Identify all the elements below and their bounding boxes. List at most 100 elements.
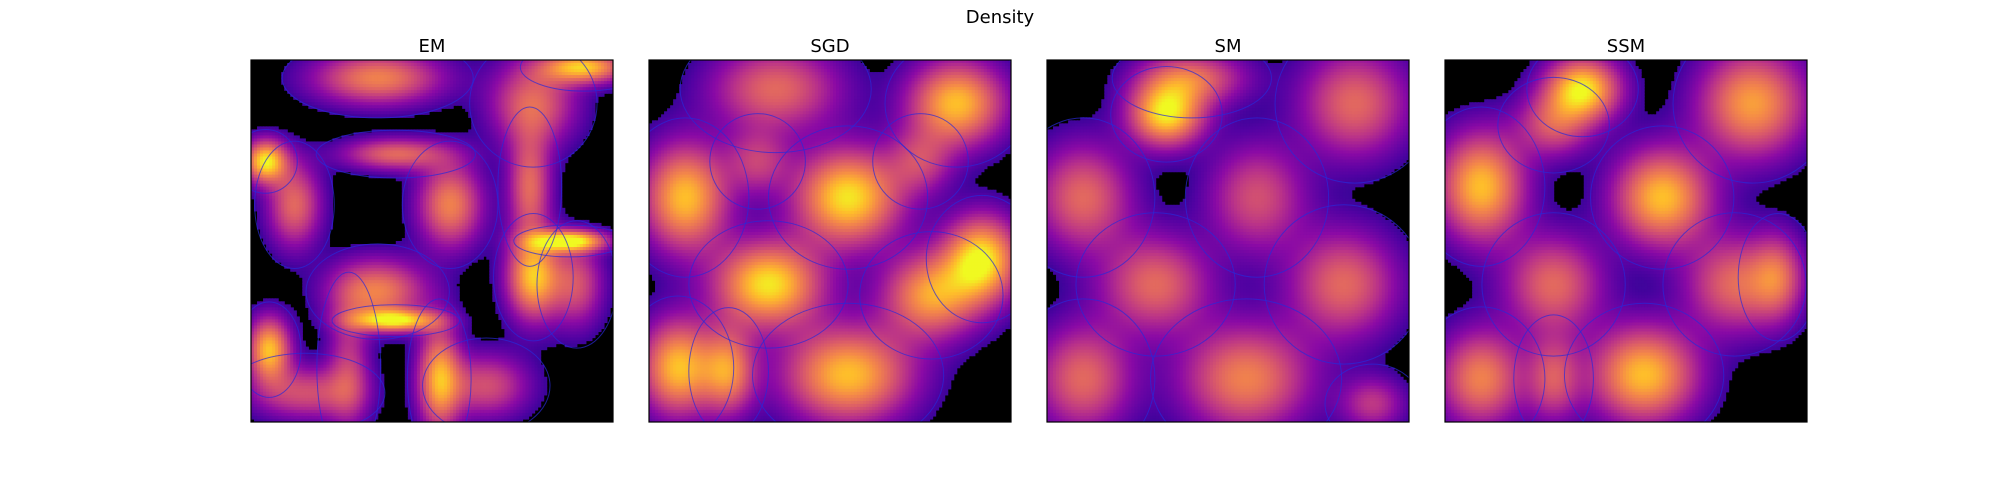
density-cell bbox=[555, 192, 560, 197]
density-cell bbox=[498, 192, 502, 197]
density-cell bbox=[278, 186, 282, 191]
density-cell bbox=[338, 102, 343, 106]
density-cell bbox=[498, 96, 502, 100]
density-cell bbox=[543, 66, 548, 70]
density-cell bbox=[432, 189, 436, 194]
density-cell bbox=[407, 153, 412, 158]
density-cell bbox=[447, 204, 451, 209]
density-cell bbox=[425, 168, 430, 173]
density-cell bbox=[492, 135, 496, 140]
density-cell bbox=[465, 69, 469, 73]
density-cell bbox=[413, 63, 418, 67]
density-cell bbox=[480, 171, 484, 176]
density-cell bbox=[534, 138, 539, 143]
density-cell bbox=[483, 213, 487, 218]
density-cell bbox=[344, 153, 349, 158]
density-cell bbox=[459, 99, 463, 103]
density-cell bbox=[359, 66, 364, 70]
density-cell bbox=[531, 162, 536, 167]
density-cell bbox=[365, 162, 370, 167]
density-cell bbox=[308, 201, 312, 206]
density-cell bbox=[498, 138, 502, 143]
density-cell bbox=[389, 141, 394, 146]
density-cell bbox=[486, 105, 490, 109]
density-cell bbox=[477, 117, 481, 121]
density-cell bbox=[540, 93, 545, 97]
density-cell bbox=[323, 198, 328, 203]
density-cell bbox=[540, 204, 545, 209]
density-cell bbox=[320, 219, 324, 224]
density-cell bbox=[534, 156, 539, 161]
density-cell bbox=[326, 90, 331, 94]
density-cell bbox=[377, 129, 382, 133]
density-cell bbox=[389, 66, 394, 70]
density-cell bbox=[579, 132, 584, 137]
density-cell bbox=[341, 111, 346, 115]
density-cell bbox=[549, 165, 554, 170]
density-cell bbox=[534, 180, 539, 185]
density-cell bbox=[516, 72, 521, 76]
density-cell bbox=[392, 111, 397, 115]
density-cell bbox=[269, 207, 273, 212]
density-cell bbox=[447, 174, 451, 179]
density-cell bbox=[401, 102, 406, 106]
density-cell bbox=[471, 156, 475, 161]
density-cell bbox=[471, 174, 475, 179]
density-cell bbox=[549, 108, 554, 112]
density-cell bbox=[573, 81, 578, 85]
density-cell bbox=[555, 114, 560, 118]
density-cell bbox=[570, 141, 575, 146]
density-cell bbox=[543, 207, 548, 212]
density-cell bbox=[389, 135, 394, 140]
density-cell bbox=[395, 132, 400, 137]
density-cell bbox=[456, 189, 460, 194]
density-cell bbox=[380, 60, 385, 64]
density-cell bbox=[486, 219, 490, 224]
density-cell bbox=[287, 84, 291, 88]
density-cell bbox=[416, 78, 421, 82]
density-cell bbox=[522, 138, 527, 143]
density-cell bbox=[558, 138, 563, 143]
density-cell bbox=[269, 219, 273, 224]
density-cell bbox=[422, 99, 427, 103]
density-cell bbox=[507, 168, 512, 173]
density-cell bbox=[453, 195, 457, 200]
density-cell bbox=[398, 162, 403, 167]
density-cell bbox=[582, 78, 587, 82]
density-cell bbox=[501, 147, 505, 152]
density-cell bbox=[444, 216, 448, 221]
density-cell bbox=[383, 168, 388, 173]
density-cell bbox=[480, 195, 484, 200]
density-cell bbox=[435, 162, 439, 167]
density-cell bbox=[519, 189, 524, 194]
density-cell bbox=[540, 180, 545, 185]
density-cell bbox=[444, 213, 448, 218]
density-cell bbox=[447, 105, 451, 109]
density-cell bbox=[465, 159, 469, 164]
density-cell bbox=[323, 156, 328, 161]
density-cell bbox=[317, 99, 321, 103]
density-cell bbox=[444, 168, 448, 173]
density-cell bbox=[552, 168, 557, 173]
density-cell bbox=[392, 144, 397, 149]
density-cell bbox=[299, 75, 303, 79]
density-cell bbox=[365, 105, 370, 109]
density-cell bbox=[284, 198, 288, 203]
density-cell bbox=[462, 189, 466, 194]
density-cell bbox=[570, 135, 575, 140]
density-cell bbox=[365, 93, 370, 97]
density-cell bbox=[579, 126, 584, 130]
density-cell bbox=[435, 207, 439, 212]
density-cell bbox=[516, 69, 521, 73]
density-cell bbox=[275, 210, 279, 215]
density-cell bbox=[305, 75, 309, 79]
density-cell bbox=[329, 195, 334, 200]
density-cell bbox=[419, 207, 424, 212]
density-cell bbox=[317, 87, 321, 91]
density-cell bbox=[552, 111, 557, 115]
density-cell bbox=[594, 84, 599, 88]
density-cell bbox=[591, 84, 596, 88]
density-cell bbox=[332, 81, 337, 85]
density-cell bbox=[263, 168, 267, 173]
density-cell bbox=[492, 69, 496, 73]
